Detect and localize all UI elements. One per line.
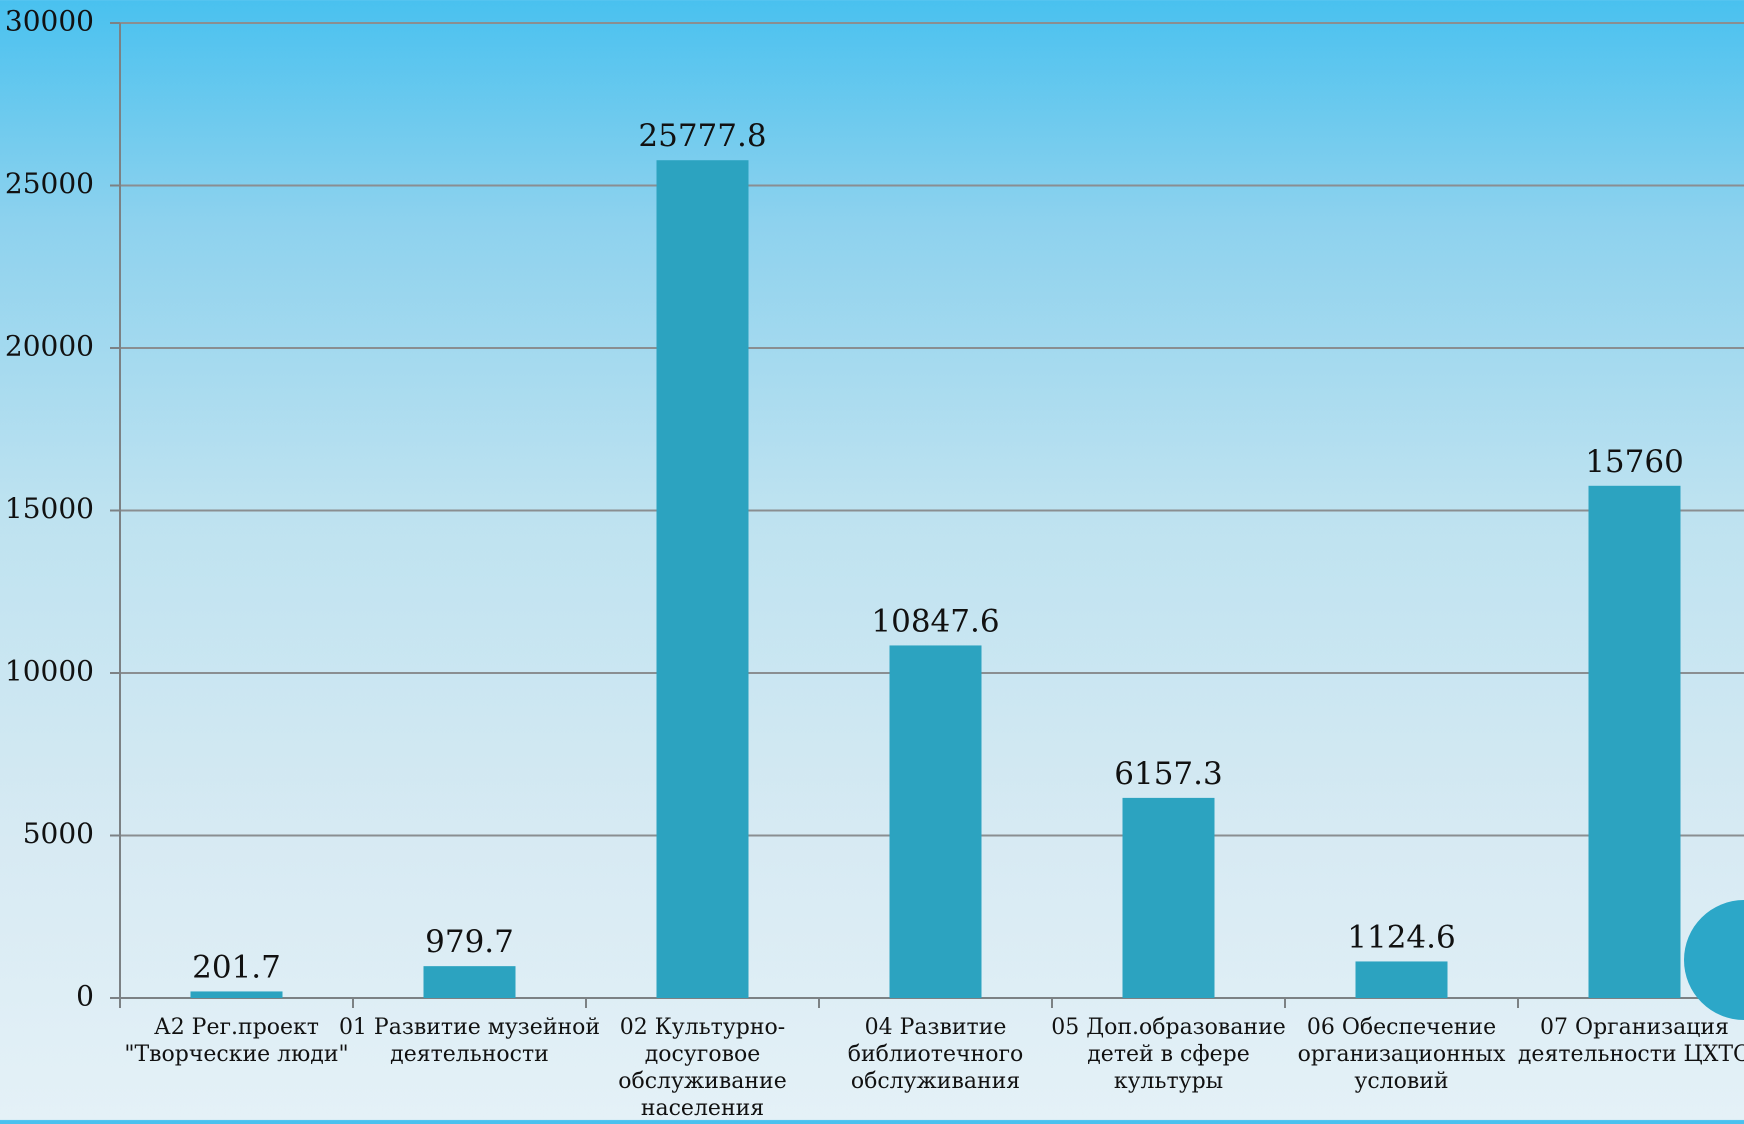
x-tick-label: 02 Культурно- xyxy=(620,1015,785,1040)
x-tick-label: организационных xyxy=(1298,1042,1506,1067)
bar xyxy=(889,645,982,998)
bar xyxy=(1355,961,1448,998)
x-tick-label: 01 Развитие музейной xyxy=(339,1015,600,1040)
x-tick-label: деятельности xyxy=(390,1042,549,1067)
x-tick-label: культуры xyxy=(1114,1069,1223,1094)
bar xyxy=(1122,797,1215,998)
y-tick-label: 10000 xyxy=(5,655,94,688)
y-tick-label: 15000 xyxy=(5,492,94,525)
x-tick-label: библиотечного xyxy=(848,1042,1023,1067)
x-tick-label: детей в сфере xyxy=(1087,1042,1249,1067)
data-label: 201.7 xyxy=(192,949,281,985)
x-tick-label: 07 Организация xyxy=(1540,1015,1729,1040)
x-tick-label: А2 Рег.проект xyxy=(154,1015,319,1040)
x-tick-label: 06 Обеспечение xyxy=(1307,1015,1496,1040)
y-tick-label: 0 xyxy=(76,980,94,1013)
x-tick-label: "Творческие люди" xyxy=(124,1042,348,1067)
y-tick-label: 5000 xyxy=(23,817,94,850)
bar xyxy=(1588,485,1681,998)
data-label: 1124.6 xyxy=(1347,919,1455,955)
data-label: 6157.3 xyxy=(1114,756,1222,792)
data-label: 25777.8 xyxy=(638,118,766,154)
bar xyxy=(423,966,516,998)
x-tick-label: обслуживание xyxy=(618,1069,786,1094)
x-tick-label: условий xyxy=(1354,1069,1448,1094)
x-tick-label: населения xyxy=(641,1096,764,1120)
x-tick-label: деятельности ЦХТО xyxy=(1518,1042,1744,1067)
y-tick-label: 30000 xyxy=(5,5,94,38)
data-label: 15760 xyxy=(1585,444,1684,480)
x-tick-label: 05 Доп.образование xyxy=(1051,1015,1286,1040)
bar xyxy=(190,991,283,998)
x-tick-label: 04 Развитие xyxy=(865,1015,1007,1040)
data-label: 10847.6 xyxy=(871,603,999,639)
x-tick-label: досуговое xyxy=(645,1042,760,1067)
data-label: 979.7 xyxy=(425,924,514,960)
y-tick-label: 25000 xyxy=(5,167,94,200)
bar xyxy=(656,160,749,998)
x-tick-label: обслуживания xyxy=(851,1069,1020,1094)
y-tick-label: 20000 xyxy=(5,330,94,363)
